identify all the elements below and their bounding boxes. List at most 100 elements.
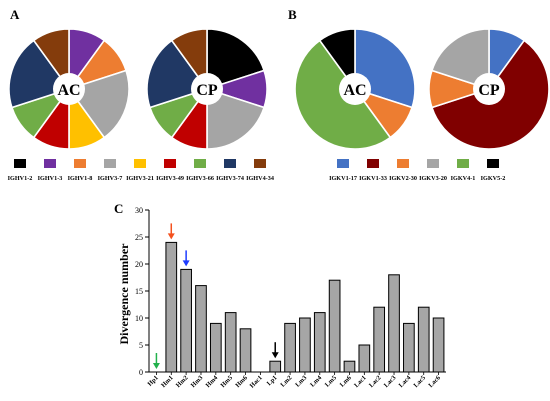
x-tick-label-Hm4: Hm4 — [205, 374, 220, 389]
legend-a-swatch-2 — [74, 159, 86, 168]
x-tick-label-Lac2: Lac2 — [368, 374, 383, 389]
y-tick-label-5: 25 — [135, 233, 143, 242]
x-tick-label-Lac3: Lac3 — [383, 374, 398, 389]
bar-Hm6 — [239, 328, 252, 373]
legend-a-swatch-7 — [224, 159, 236, 168]
bar-Lm5 — [328, 279, 341, 373]
legend-a-label-5: IGHV3-49 — [156, 175, 184, 182]
legend-b-label-1: IGKV1-33 — [359, 175, 387, 182]
bar-Lm3 — [299, 317, 311, 373]
x-tick-label-Hm5: Hm5 — [219, 374, 234, 389]
pie-a-ac-slice-8 — [32, 28, 70, 92]
legend-b-label-0: IGKV1-17 — [329, 175, 357, 182]
legend-b-label-4: IGKV4-1 — [451, 175, 476, 182]
legend-a-swatch-1 — [44, 159, 56, 168]
pie-a-cp-slice-3 — [206, 87, 266, 150]
legend-b-swatch-0 — [337, 159, 349, 168]
bar-Lac5 — [417, 306, 430, 373]
legend-a-label-7: IGHV3-74 — [216, 175, 244, 182]
legend-a-swatch-0 — [14, 159, 26, 168]
legend-b-label-2: IGKV2-30 — [389, 175, 417, 182]
pie-b-cp-slice-3 — [430, 28, 490, 91]
x-tick-label-Hac1: Hac1 — [249, 374, 264, 389]
legend-b-label-5: IGKV5-2 — [481, 175, 506, 182]
y-tick-label-2: 10 — [135, 314, 143, 323]
pie-b-ac-slice-5 — [318, 28, 356, 92]
y-tick-label-6: 30 — [135, 206, 143, 215]
x-tick-label-Hm6: Hm6 — [234, 374, 249, 389]
arrow-Hm2-head — [182, 260, 190, 267]
legend-b-swatch-5 — [487, 159, 499, 168]
legend-a-swatch-4 — [134, 159, 146, 168]
legend-b-label-3: IGKV3-20 — [419, 175, 447, 182]
legend-b-swatch-1 — [367, 159, 379, 168]
legend-b-swatch-3 — [427, 159, 439, 168]
pie-b-cp-center-label: CP — [478, 82, 500, 99]
pie-a-ac: AC — [8, 28, 130, 150]
x-tick-label-Hm2: Hm2 — [175, 374, 190, 389]
x-tick-label-Hp1: Hp1 — [146, 374, 159, 387]
pie-b-ac-hole — [339, 73, 371, 105]
y-tick-label-1: 5 — [139, 341, 143, 350]
legend-a-label-6: IGHV3-66 — [186, 175, 214, 182]
panel-a: A AC CP IGHV1-2 IGHV1-3 IGHV1-8 IGHV3-7 IGHV… — [8, 7, 274, 182]
bar-Lac1 — [358, 344, 371, 373]
pie-b-ac: AC — [294, 28, 416, 150]
x-tick-label-Lac4: Lac4 — [398, 374, 413, 389]
pie-b-cp: CP — [428, 28, 550, 150]
panel-b: B AC CP IGKV1-17 IGKV1-33 IGKV2-30 IGKV3-20… — [288, 7, 550, 182]
y-tick-label-0: 0 — [139, 368, 143, 377]
x-tick-label-Lp1: Lp1 — [266, 374, 279, 387]
pie-a-ac-hole — [53, 73, 85, 105]
x-tick-label-Lac5: Lac5 — [412, 374, 427, 389]
bar-Hm2 — [180, 268, 192, 373]
x-tick-label-Hm3: Hm3 — [190, 374, 205, 389]
legend-b-swatch-2 — [397, 159, 409, 168]
x-tick-label-Hm1: Hm1 — [160, 374, 175, 389]
legend-a-swatch-6 — [194, 159, 206, 168]
legend-a-label-0: IGHV1-2 — [8, 175, 33, 182]
bar-Lm2 — [284, 322, 296, 373]
pie-b-ac-center-label: AC — [343, 82, 366, 99]
pie-a-cp-slice-8 — [170, 28, 208, 92]
legend-a-swatch-3 — [104, 159, 116, 168]
legend-a-label-1: IGHV1-3 — [38, 175, 63, 182]
arrow-Lp1-head — [271, 352, 279, 359]
x-tick-label-Lm4: Lm4 — [309, 374, 324, 389]
y-tick-label-3: 15 — [135, 287, 143, 296]
bar-Lac3 — [388, 274, 400, 373]
panel-b-label: B — [288, 7, 297, 22]
y-axis-title: Divergence number — [117, 243, 131, 345]
pie-a-ac-center-label: AC — [57, 82, 80, 99]
x-tick-label-Lm3: Lm3 — [294, 374, 309, 389]
legend-a-label-8: IGHV4-34 — [246, 175, 274, 182]
pie-a-cp-hole — [191, 73, 223, 105]
bar-Lm4 — [313, 312, 326, 373]
x-tick-label-Lm6: Lm6 — [339, 374, 354, 389]
x-tick-label-Lac1: Lac1 — [353, 374, 368, 389]
legend-a-swatch-5 — [164, 159, 176, 168]
pie-a-cp-slice-0 — [206, 28, 266, 91]
bar-chart: 0 5 10 15 20 25 30 Hp1 Hm1 Hm2 Hm3 Hm4 Hm5 Hm6 Hac1 Lp1… — [135, 206, 446, 390]
bar-Lac6 — [432, 317, 445, 373]
legend-b: IGKV1-17 IGKV1-33 IGKV2-30 IGKV3-20 IGKV4-1 I… — [329, 159, 505, 182]
legend-a-label-2: IGHV1-8 — [68, 175, 93, 182]
legend-b-swatch-4 — [457, 159, 469, 168]
bar-Lm6 — [343, 360, 356, 373]
x-tick-label-Lm2: Lm2 — [279, 374, 293, 388]
y-tick-label-4: 20 — [135, 260, 143, 269]
bar-Hm3 — [195, 285, 207, 373]
legend-a-swatch-8 — [254, 159, 266, 168]
x-tick-label-Lm5: Lm5 — [324, 374, 339, 389]
legend-a: IGHV1-2 IGHV1-3 IGHV1-8 IGHV3-7 IGHV3-21 IGHV… — [8, 159, 274, 182]
bar-Hm1 — [165, 241, 178, 373]
legend-a-label-3: IGHV3-7 — [98, 175, 123, 182]
pie-a-cp-center-label: CP — [196, 82, 218, 99]
bar-Hm4 — [209, 322, 222, 373]
panel-c-label: C — [114, 201, 123, 216]
legend-a-label-4: IGHV3-21 — [126, 175, 154, 182]
x-tick-label-Lac6: Lac6 — [427, 374, 442, 389]
arrow-Hm1-head — [167, 233, 175, 240]
